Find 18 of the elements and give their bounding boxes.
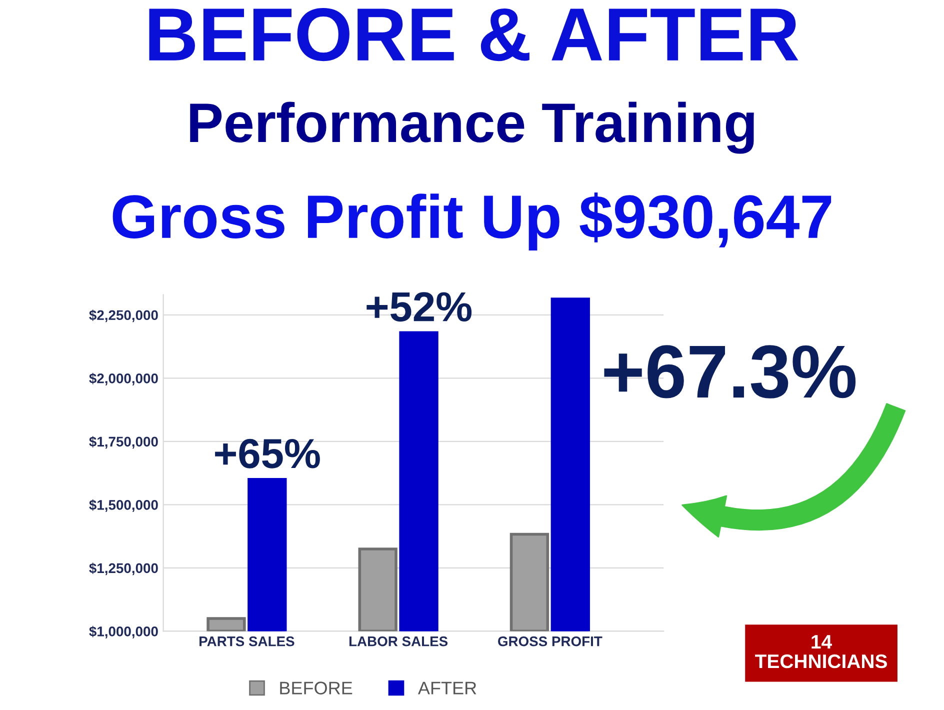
x-tick-label: LABOR SALES (349, 636, 448, 646)
y-tick-label: $1,750,000 (89, 436, 158, 449)
x-tick-label: PARTS SALES (200, 636, 294, 646)
annotation: +67.3% (604, 345, 856, 398)
y-tick-label: $1,500,000 (89, 499, 158, 512)
text: Gross Profit Up $930,647 (112, 192, 832, 251)
y-tick-label: $1,250,000 (89, 562, 158, 576)
text: 14 TECHNICIANS (755, 635, 887, 668)
legend-label: AFTER (418, 682, 476, 694)
chart-title: BEFORE & AFTER (149, 8, 798, 62)
annotation: +52% (366, 292, 472, 322)
legend-label: BEFORE (280, 682, 352, 694)
y-tick-label: $2,000,000 (89, 372, 158, 386)
x-tick-label: GROSS PROFIT (498, 636, 602, 646)
y-tick-label: $1,000,000 (89, 626, 158, 638)
y-tick-label: $2,250,000 (89, 310, 158, 322)
chart-subtitle: Performance Training (190, 102, 754, 154)
annotation: +65% (215, 438, 320, 468)
